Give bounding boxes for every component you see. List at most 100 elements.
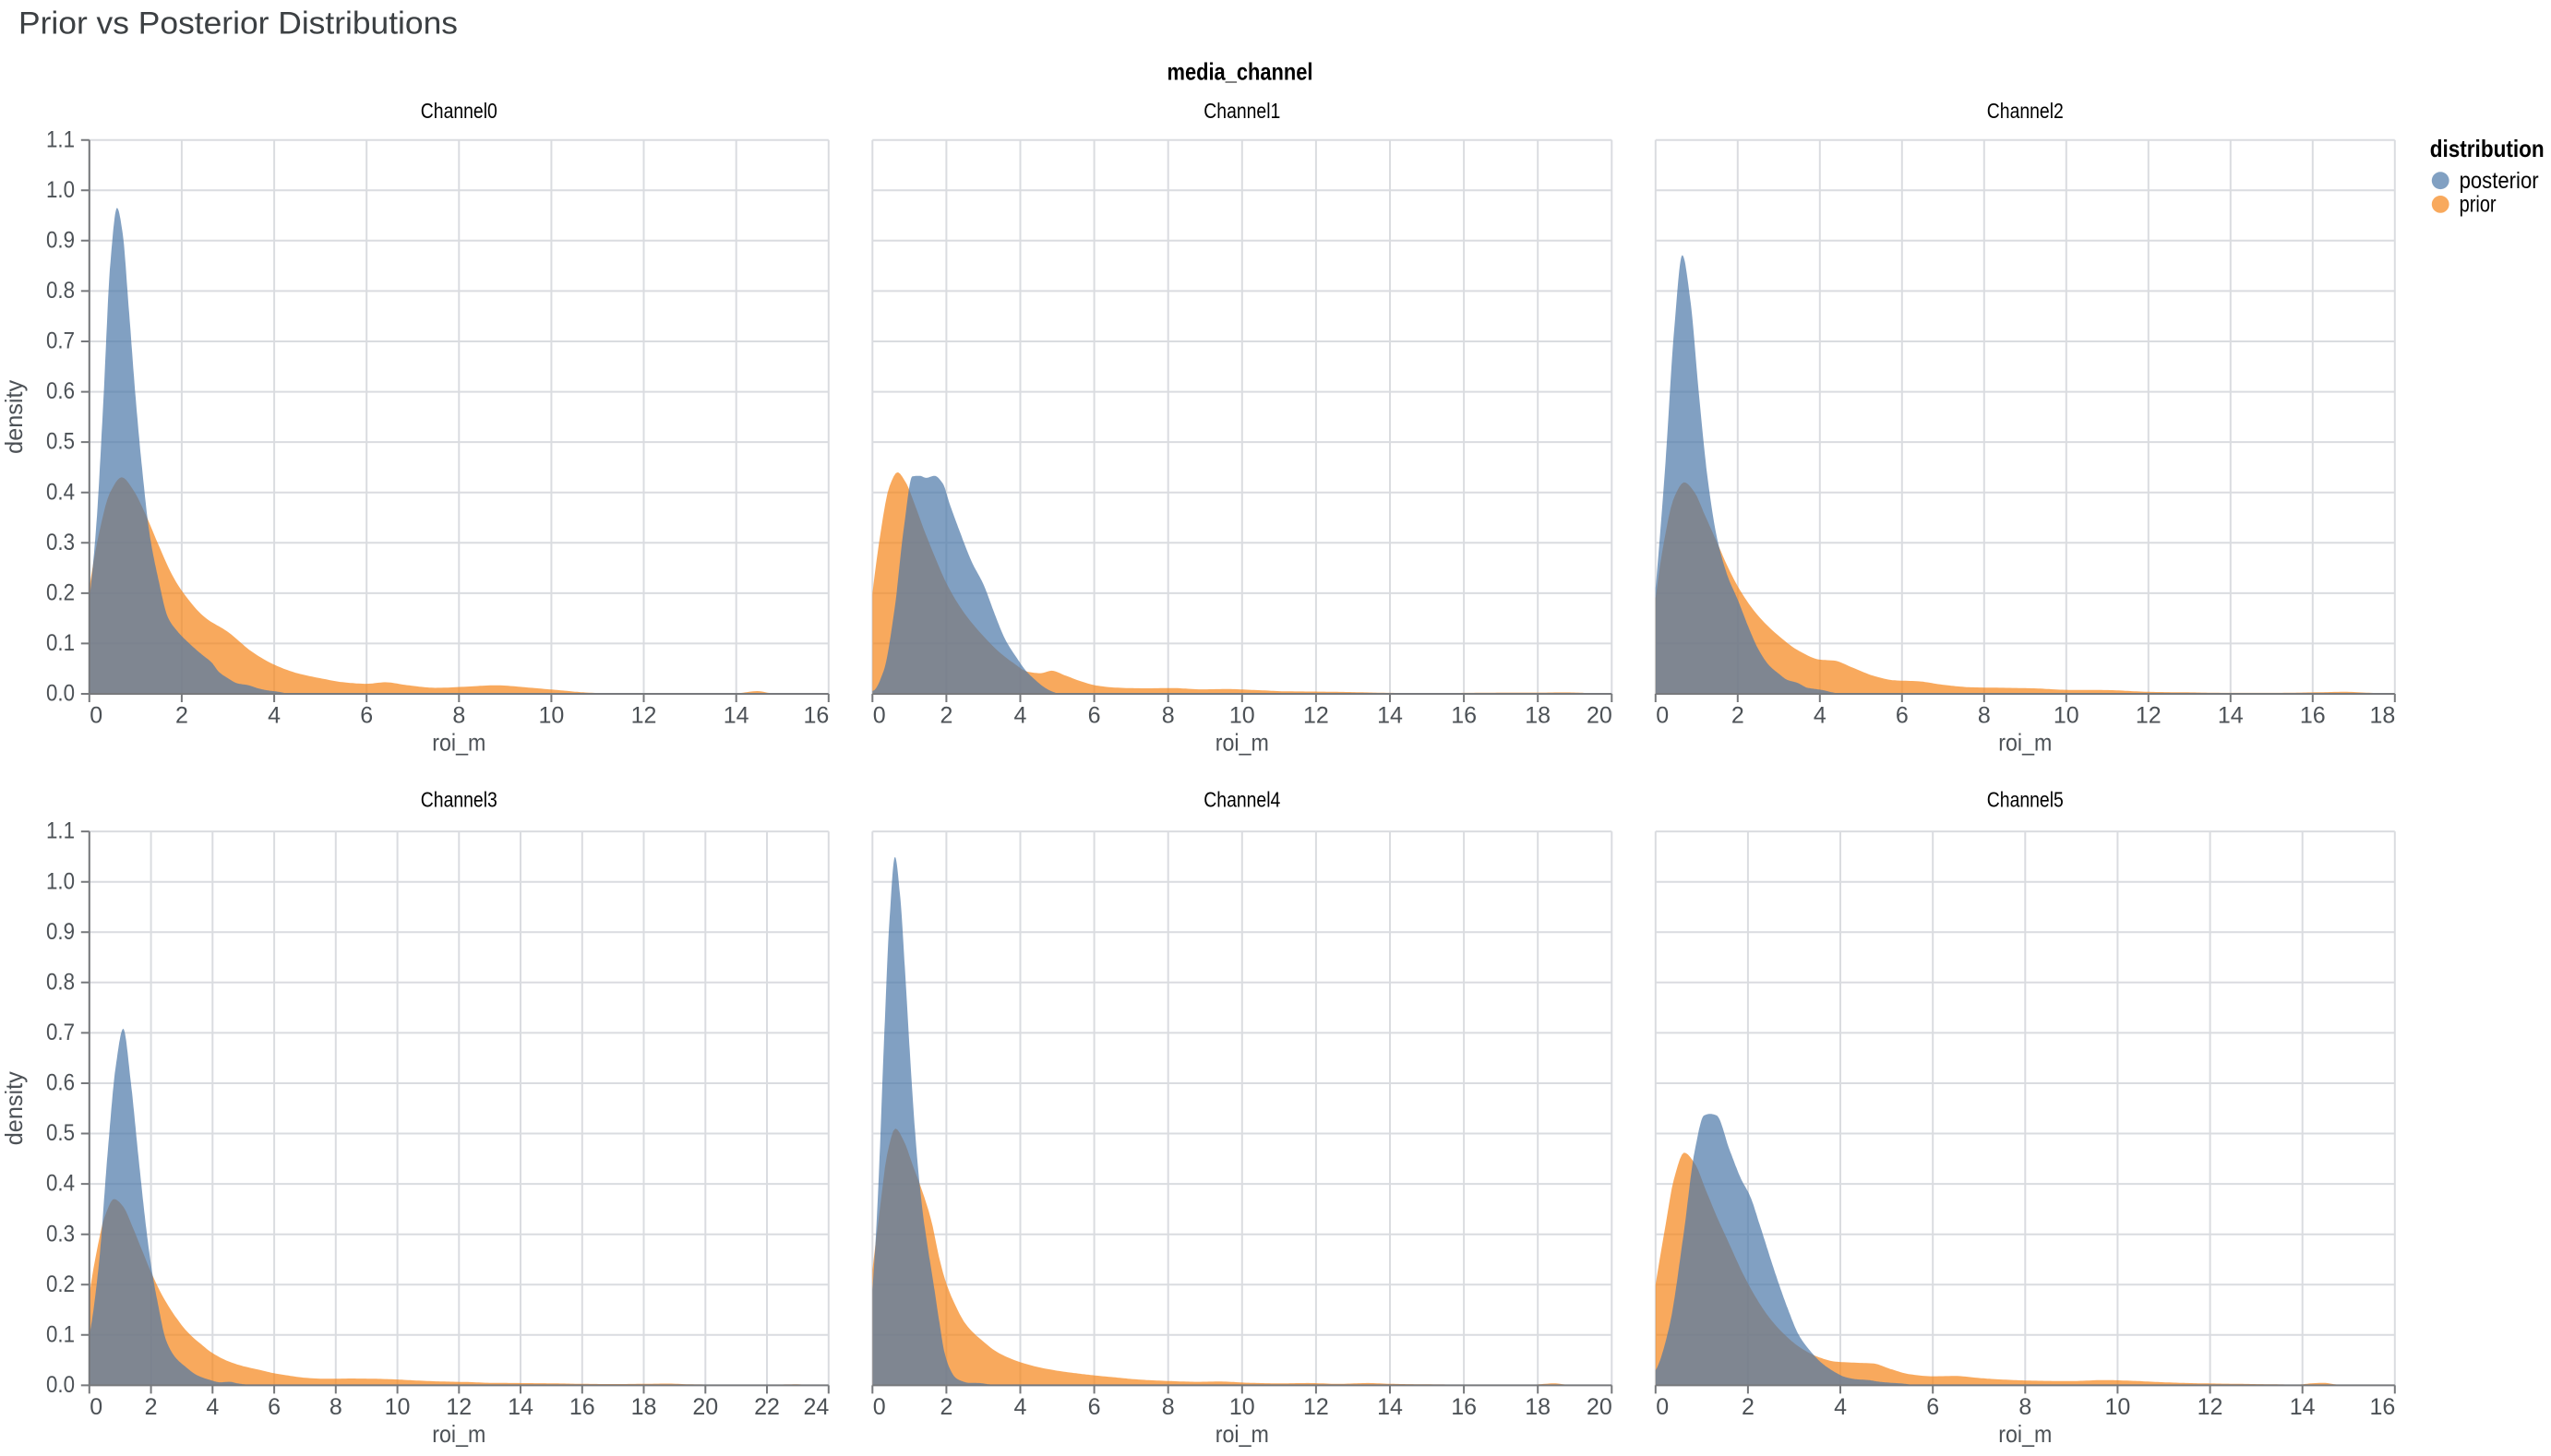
svg-text:18: 18 [1525, 1394, 1551, 1420]
svg-text:12: 12 [2136, 703, 2162, 729]
svg-text:0.6: 0.6 [46, 1070, 75, 1096]
svg-text:Channel3: Channel3 [421, 787, 497, 811]
svg-text:8: 8 [329, 1394, 342, 1420]
svg-text:0.5: 0.5 [46, 1120, 75, 1146]
svg-text:16: 16 [2300, 703, 2326, 729]
svg-text:12: 12 [1303, 1394, 1329, 1420]
svg-text:6: 6 [1088, 703, 1101, 729]
svg-text:1.0: 1.0 [46, 868, 75, 894]
svg-text:0.4: 0.4 [46, 479, 75, 505]
svg-text:0.6: 0.6 [46, 378, 75, 404]
svg-text:0.8: 0.8 [46, 969, 75, 995]
svg-text:1.1: 1.1 [46, 126, 75, 152]
svg-text:prior: prior [2460, 192, 2497, 218]
svg-text:14: 14 [1377, 703, 1403, 729]
svg-text:2: 2 [1731, 703, 1744, 729]
svg-text:0.2: 0.2 [46, 579, 75, 605]
svg-text:12: 12 [631, 703, 657, 729]
svg-text:2: 2 [940, 703, 952, 729]
svg-text:8: 8 [1162, 703, 1175, 729]
svg-text:20: 20 [1587, 703, 1612, 729]
svg-text:2: 2 [145, 1394, 158, 1420]
svg-text:12: 12 [2198, 1394, 2223, 1420]
svg-text:16: 16 [569, 1394, 595, 1420]
svg-text:4: 4 [206, 1394, 219, 1420]
svg-text:2: 2 [1742, 1394, 1755, 1420]
svg-text:media_channel: media_channel [1168, 58, 1313, 86]
svg-text:0.7: 0.7 [46, 1020, 75, 1045]
svg-text:posterior: posterior [2460, 168, 2539, 194]
svg-text:0.1: 0.1 [46, 1321, 75, 1347]
svg-text:0.9: 0.9 [46, 227, 75, 253]
svg-text:0.3: 0.3 [46, 530, 75, 555]
svg-text:8: 8 [1162, 1394, 1175, 1420]
svg-text:density: density [0, 380, 28, 454]
svg-text:16: 16 [1451, 1394, 1477, 1420]
svg-text:22: 22 [754, 1394, 780, 1420]
svg-text:10: 10 [385, 1394, 411, 1420]
svg-text:0.4: 0.4 [46, 1171, 75, 1197]
svg-text:18: 18 [631, 1394, 657, 1420]
svg-text:Channel0: Channel0 [421, 99, 497, 123]
svg-text:16: 16 [1451, 703, 1477, 729]
svg-text:0.7: 0.7 [46, 328, 75, 354]
svg-text:4: 4 [1834, 1394, 1847, 1420]
svg-text:12: 12 [1303, 703, 1329, 729]
svg-text:Channel1: Channel1 [1204, 99, 1280, 123]
svg-text:14: 14 [2290, 1394, 2316, 1420]
svg-text:2: 2 [940, 1394, 952, 1420]
svg-text:1.0: 1.0 [46, 177, 75, 203]
svg-text:8: 8 [2018, 1394, 2031, 1420]
svg-text:0.5: 0.5 [46, 429, 75, 455]
svg-text:Channel4: Channel4 [1204, 787, 1280, 811]
svg-text:14: 14 [724, 703, 749, 729]
svg-text:1.1: 1.1 [46, 818, 75, 844]
svg-text:18: 18 [1525, 703, 1551, 729]
svg-text:roi_m: roi_m [432, 1420, 485, 1448]
svg-text:0: 0 [90, 1394, 102, 1420]
svg-text:18: 18 [2369, 703, 2395, 729]
svg-text:roi_m: roi_m [1216, 729, 1269, 757]
svg-text:6: 6 [1926, 1394, 1939, 1420]
svg-text:24: 24 [803, 1394, 829, 1420]
svg-text:0.3: 0.3 [46, 1221, 75, 1247]
svg-text:4: 4 [1014, 703, 1027, 729]
svg-text:roi_m: roi_m [1216, 1420, 1269, 1448]
svg-text:roi_m: roi_m [1998, 1420, 2052, 1448]
svg-text:0.0: 0.0 [46, 681, 75, 707]
svg-text:20: 20 [1587, 1394, 1612, 1420]
svg-text:0.9: 0.9 [46, 919, 75, 945]
svg-text:10: 10 [1229, 1394, 1255, 1420]
svg-text:16: 16 [803, 703, 829, 729]
svg-text:0: 0 [1656, 703, 1669, 729]
svg-text:14: 14 [2218, 703, 2244, 729]
svg-text:0: 0 [1656, 1394, 1669, 1420]
svg-text:4: 4 [268, 703, 281, 729]
svg-text:8: 8 [452, 703, 465, 729]
svg-text:10: 10 [2105, 1394, 2131, 1420]
svg-text:14: 14 [508, 1394, 533, 1420]
svg-text:4: 4 [1814, 703, 1826, 729]
svg-text:0: 0 [90, 703, 102, 729]
svg-text:roi_m: roi_m [432, 729, 485, 757]
svg-text:0.8: 0.8 [46, 278, 75, 304]
svg-text:4: 4 [1014, 1394, 1027, 1420]
svg-text:2: 2 [175, 703, 188, 729]
svg-text:6: 6 [1088, 1394, 1101, 1420]
svg-text:roi_m: roi_m [1998, 729, 2052, 757]
svg-text:0.1: 0.1 [46, 630, 75, 656]
svg-text:6: 6 [1896, 703, 1909, 729]
svg-text:0.0: 0.0 [46, 1372, 75, 1398]
svg-text:6: 6 [360, 703, 373, 729]
svg-text:Channel2: Channel2 [1987, 99, 2064, 123]
svg-text:12: 12 [446, 1394, 472, 1420]
svg-text:density: density [0, 1071, 28, 1145]
svg-text:0: 0 [873, 1394, 886, 1420]
svg-text:8: 8 [1978, 703, 1991, 729]
svg-text:distribution: distribution [2430, 135, 2545, 162]
svg-text:Channel5: Channel5 [1987, 787, 2064, 811]
svg-text:10: 10 [2054, 703, 2079, 729]
svg-text:0.2: 0.2 [46, 1271, 75, 1297]
svg-text:6: 6 [268, 1394, 281, 1420]
svg-text:20: 20 [692, 1394, 718, 1420]
